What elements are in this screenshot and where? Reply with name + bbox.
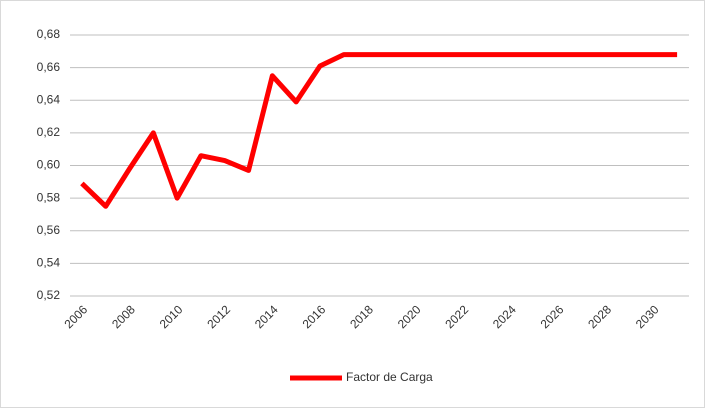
y-tick-label: 0,64 — [37, 92, 61, 106]
legend-label: Factor de Carga — [346, 370, 433, 384]
y-tick-label: 0,66 — [37, 60, 61, 74]
y-tick-label: 0,56 — [37, 223, 61, 237]
y-tick-label: 0,54 — [37, 256, 61, 270]
y-tick-label: 0,68 — [37, 27, 61, 41]
y-tick-label: 0,60 — [37, 158, 61, 172]
y-tick-label: 0,62 — [37, 125, 61, 139]
data-line — [80, 52, 678, 209]
y-tick-label: 0,58 — [37, 190, 61, 204]
y-tick-label: 0,52 — [37, 288, 61, 302]
